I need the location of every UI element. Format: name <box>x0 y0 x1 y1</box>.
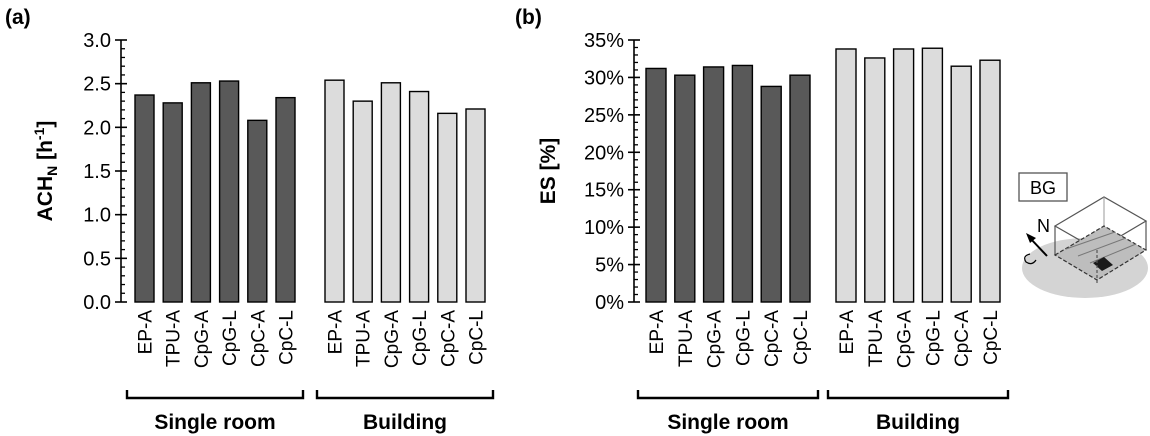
y-tick-label: 15% <box>584 180 624 202</box>
group-label: Building <box>876 411 960 434</box>
x-tick-label: CpC-A <box>438 310 459 367</box>
bar <box>979 59 1001 303</box>
bar <box>789 74 811 303</box>
y-tick-label: 1.0 <box>83 205 111 227</box>
bar <box>731 64 754 303</box>
bar <box>465 108 486 303</box>
bar <box>247 119 268 303</box>
bar <box>190 82 212 303</box>
y-tick-label: 2.0 <box>83 117 111 139</box>
x-tick-label: CpG-L <box>410 310 431 366</box>
north-arrow-icon <box>1029 237 1048 257</box>
inset-tag-box <box>1018 172 1068 202</box>
x-tick-label: CpC-L <box>981 310 1002 365</box>
group-bracket <box>636 390 820 400</box>
bar <box>950 65 972 303</box>
inset-tag: BG <box>1030 178 1056 198</box>
x-tick-label: CpC-A <box>762 310 783 367</box>
x-tick-label: CpC-L <box>277 310 298 365</box>
building-inset: BG N <box>1018 172 1148 298</box>
y-tick-label: 0% <box>595 292 624 314</box>
x-tick-label: CpC-A <box>248 310 269 367</box>
bar <box>437 112 458 303</box>
bar <box>275 96 296 303</box>
y-tick-label: 1.5 <box>83 161 111 183</box>
bar <box>134 94 155 303</box>
y-tick-label: 5% <box>595 255 624 277</box>
y-tick-label: 0.0 <box>83 292 111 314</box>
group-bracket <box>315 390 495 400</box>
single-room-marker-icon <box>1093 257 1113 271</box>
bar <box>921 47 944 303</box>
panel-label: (b) <box>515 6 542 29</box>
panel-label: (a) <box>5 6 31 29</box>
north-label: N <box>1037 216 1050 236</box>
x-tick-label: CpC-L <box>791 310 812 365</box>
north-arrowhead-icon <box>1026 233 1036 243</box>
bar <box>645 67 667 303</box>
bar <box>352 100 373 303</box>
y-tick-label: 30% <box>584 67 624 89</box>
bar <box>218 80 240 303</box>
x-tick-label: CpC-L <box>467 310 488 365</box>
x-tick-label: CpG-L <box>733 310 754 366</box>
y-tick-label: 35% <box>584 30 624 52</box>
x-tick-label: CpG-A <box>192 310 213 368</box>
x-tick-label: CpG-A <box>705 310 726 368</box>
floor-line-icon <box>1065 231 1116 250</box>
x-tick-label: CpG-A <box>382 310 403 368</box>
bar <box>892 48 915 303</box>
bar <box>408 90 430 303</box>
y-tick-label: 10% <box>584 217 624 239</box>
x-tick-label: TPU-A <box>676 310 697 367</box>
bar <box>702 66 725 303</box>
bar <box>380 82 402 303</box>
x-tick-label: CpG-A <box>895 310 916 368</box>
x-tick-label: TPU-A <box>354 310 375 367</box>
group-bracket <box>125 390 305 400</box>
group-bracket <box>826 390 1010 400</box>
bar <box>760 85 782 303</box>
x-tick-label: CpC-A <box>952 310 973 367</box>
y-axis-label: ES [%] <box>537 138 560 205</box>
wind-direction-icon <box>1024 253 1037 265</box>
panel-a-chart: (a) 0.0 0.5 1.0 1.5 2.0 2.5 3.0 ACHN [h-1] EP-A TP… <box>5 6 495 434</box>
group-label: Single room <box>154 411 275 434</box>
x-tick-label: EP-A <box>326 310 347 355</box>
group-label: Single room <box>667 411 788 434</box>
x-tick-label: EP-A <box>837 310 858 355</box>
bar <box>162 102 183 303</box>
x-tick-label: TPU-A <box>164 310 185 367</box>
y-axis-label: ACHN [h-1] <box>31 121 60 222</box>
floor-line-icon <box>1089 243 1137 264</box>
y-tick-label: 0.5 <box>83 248 111 270</box>
y-tick-label: 3.0 <box>83 30 111 52</box>
x-tick-label: EP-A <box>136 310 157 355</box>
bar <box>324 79 345 303</box>
x-tick-label: CpG-L <box>923 310 944 366</box>
y-tick-label: 2.5 <box>83 74 111 96</box>
bar <box>835 48 857 303</box>
x-tick-label: TPU-A <box>866 310 887 367</box>
panel-b-chart: (b) 0% 5% 10% 15% 20% 25% 30% 35% ES [%] EP-A TPU-A… <box>515 6 1010 434</box>
x-tick-label: CpG-L <box>220 310 241 366</box>
y-tick-label: 20% <box>584 142 624 164</box>
floor-line-icon <box>1077 237 1127 257</box>
x-tick-label: EP-A <box>647 310 668 355</box>
y-tick-label: 25% <box>584 105 624 127</box>
bar <box>674 74 696 303</box>
group-label: Building <box>363 411 447 434</box>
bar <box>864 57 886 303</box>
